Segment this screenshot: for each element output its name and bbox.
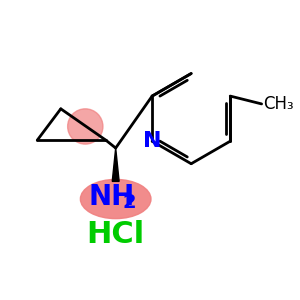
Text: N: N <box>143 131 161 151</box>
Text: 2: 2 <box>123 194 136 212</box>
Text: NH: NH <box>88 183 135 211</box>
Ellipse shape <box>68 109 103 144</box>
Text: HCl: HCl <box>87 220 145 249</box>
Text: CH₃: CH₃ <box>264 95 294 113</box>
Ellipse shape <box>80 179 151 219</box>
Polygon shape <box>112 148 119 182</box>
